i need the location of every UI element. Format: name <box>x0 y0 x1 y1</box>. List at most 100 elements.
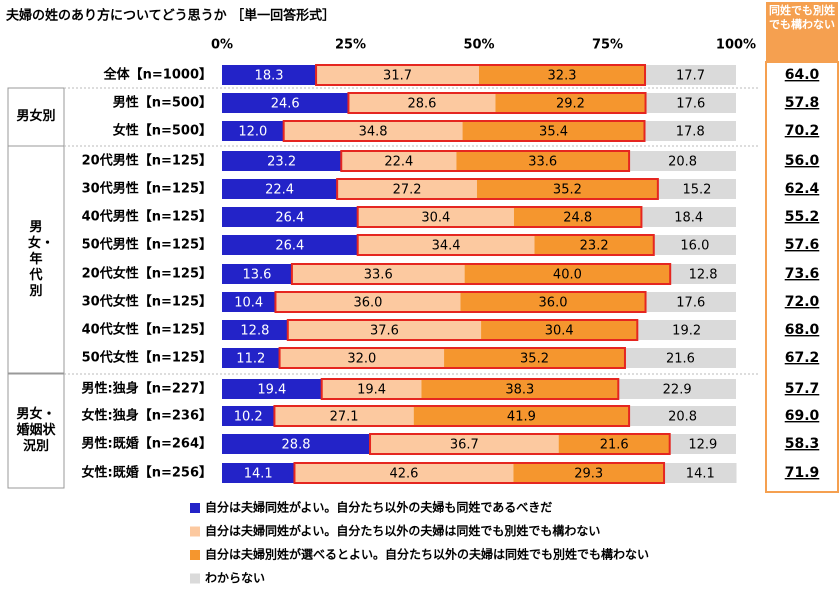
value-label: 36.7 <box>450 438 479 453</box>
value-label: 22.9 <box>663 383 692 398</box>
value-label: 17.6 <box>676 97 705 112</box>
combined-value: 69.0 <box>785 408 820 424</box>
bar-segment <box>629 406 736 426</box>
value-label: 30.4 <box>545 324 574 339</box>
combined-outline <box>286 319 639 341</box>
bar-segment <box>357 207 514 227</box>
combined-value: 73.6 <box>785 266 820 282</box>
category-label: 女性【n=500】 <box>113 123 212 139</box>
combined-value: 68.0 <box>785 322 820 338</box>
value-label: 24.6 <box>271 97 300 112</box>
value-label: 35.2 <box>553 183 582 198</box>
combined-outline <box>315 64 647 86</box>
category-label: 20代男性【n=125】 <box>82 153 212 169</box>
bar-segment <box>222 151 342 171</box>
bar-segment <box>275 292 461 312</box>
category-label: 全体【n=1000】 <box>103 67 212 83</box>
value-label: 32.3 <box>548 69 577 84</box>
bar-segment <box>316 65 479 85</box>
category-label: 女性:既婚【n=256】 <box>82 465 212 481</box>
combined-value: 70.2 <box>785 123 820 139</box>
bar-segment <box>222 207 358 227</box>
value-label: 33.6 <box>528 155 557 170</box>
combined-header <box>766 2 838 62</box>
bar-segment <box>495 93 646 113</box>
category-label: 男性:独身【n=227】 <box>82 381 212 397</box>
bar-segment <box>321 379 422 399</box>
value-label: 27.2 <box>393 183 422 198</box>
bar-segment <box>222 320 288 340</box>
bar-segment <box>653 235 736 255</box>
group-label: 男女・年代別 <box>28 219 55 299</box>
value-label: 24.8 <box>563 211 592 226</box>
x-tick-label: 100% <box>716 38 756 53</box>
bar-segment <box>641 207 736 227</box>
combined-outline <box>369 433 671 455</box>
value-label: 18.4 <box>674 211 703 226</box>
bar-segment <box>644 121 736 141</box>
bar-segment <box>222 121 284 141</box>
combined-value: 72.0 <box>785 294 820 310</box>
bar-segment <box>222 65 317 85</box>
combined-outline <box>278 347 626 369</box>
bar-segment <box>421 379 619 399</box>
value-label: 37.6 <box>370 324 399 339</box>
bar-segment <box>629 151 736 171</box>
bar-segment <box>357 235 535 255</box>
value-label: 36.0 <box>353 296 382 311</box>
combined-outline <box>320 378 620 400</box>
bar-segment <box>222 406 275 426</box>
legend-label: 自分は夫婦同姓がよい。自分たち以外の夫婦も同姓であるべきだ <box>205 500 552 515</box>
combined-value: 62.4 <box>785 181 820 197</box>
value-label: 12.9 <box>688 438 717 453</box>
bar-segment <box>222 292 276 312</box>
value-label: 14.1 <box>244 467 273 482</box>
chart-title: 夫婦の姓のあり方についてどう思うか ［単一回答形式］ <box>6 8 335 24</box>
value-label: 27.1 <box>330 410 359 425</box>
bar-segment <box>341 151 457 171</box>
value-label: 20.8 <box>668 155 697 170</box>
combined-outline <box>356 206 643 228</box>
value-label: 35.2 <box>520 352 549 367</box>
bar-segment <box>462 121 645 141</box>
combined-title: 同姓でも別姓でも構わない <box>769 4 835 31</box>
group-box <box>7 145 65 374</box>
legend-label: 自分は夫婦同姓がよい。自分たち以外の夫婦は同姓でも別姓でも構わない <box>205 523 600 538</box>
legend-swatch <box>190 550 200 560</box>
value-label: 41.9 <box>507 410 536 425</box>
value-label: 31.7 <box>383 69 412 84</box>
combined-value: 67.2 <box>785 350 820 366</box>
bar-segment <box>222 235 358 255</box>
value-label: 30.4 <box>421 211 450 226</box>
value-label: 22.4 <box>384 155 413 170</box>
bar-segment <box>664 463 737 483</box>
category-label: 50代男性【n=125】 <box>82 237 212 253</box>
value-label: 12.0 <box>238 125 267 140</box>
bar-segment <box>513 463 665 483</box>
category-label: 女性:独身【n=236】 <box>82 408 212 424</box>
combined-value: 57.7 <box>785 381 820 397</box>
bar-segment <box>670 264 736 284</box>
value-label: 36.0 <box>539 296 568 311</box>
combined-outline <box>273 405 631 427</box>
value-label: 21.6 <box>666 352 695 367</box>
bar-segment <box>222 179 338 199</box>
category-label: 30代男性【n=125】 <box>82 181 212 197</box>
value-label: 28.6 <box>407 97 436 112</box>
value-label: 26.4 <box>275 211 304 226</box>
category-label: 40代男性【n=125】 <box>82 209 212 225</box>
bar-segment <box>274 406 414 426</box>
value-label: 12.8 <box>689 268 718 283</box>
value-label: 19.4 <box>257 383 286 398</box>
value-label: 14.1 <box>686 467 715 482</box>
value-label: 17.6 <box>676 296 705 311</box>
group-label: 男女別 <box>16 109 56 124</box>
bar-segment <box>624 348 736 368</box>
category-label: 男性:既婚【n=264】 <box>82 436 212 452</box>
bar-segment <box>476 179 658 199</box>
combined-value: 57.6 <box>785 237 820 253</box>
legend-label: 自分は夫婦別姓が選べるとよい。自分たち以外の夫婦は同姓でも別姓でも構わない <box>205 547 649 562</box>
value-label: 34.4 <box>432 239 461 254</box>
combined-outline <box>347 92 647 114</box>
bar-segment <box>370 434 559 454</box>
